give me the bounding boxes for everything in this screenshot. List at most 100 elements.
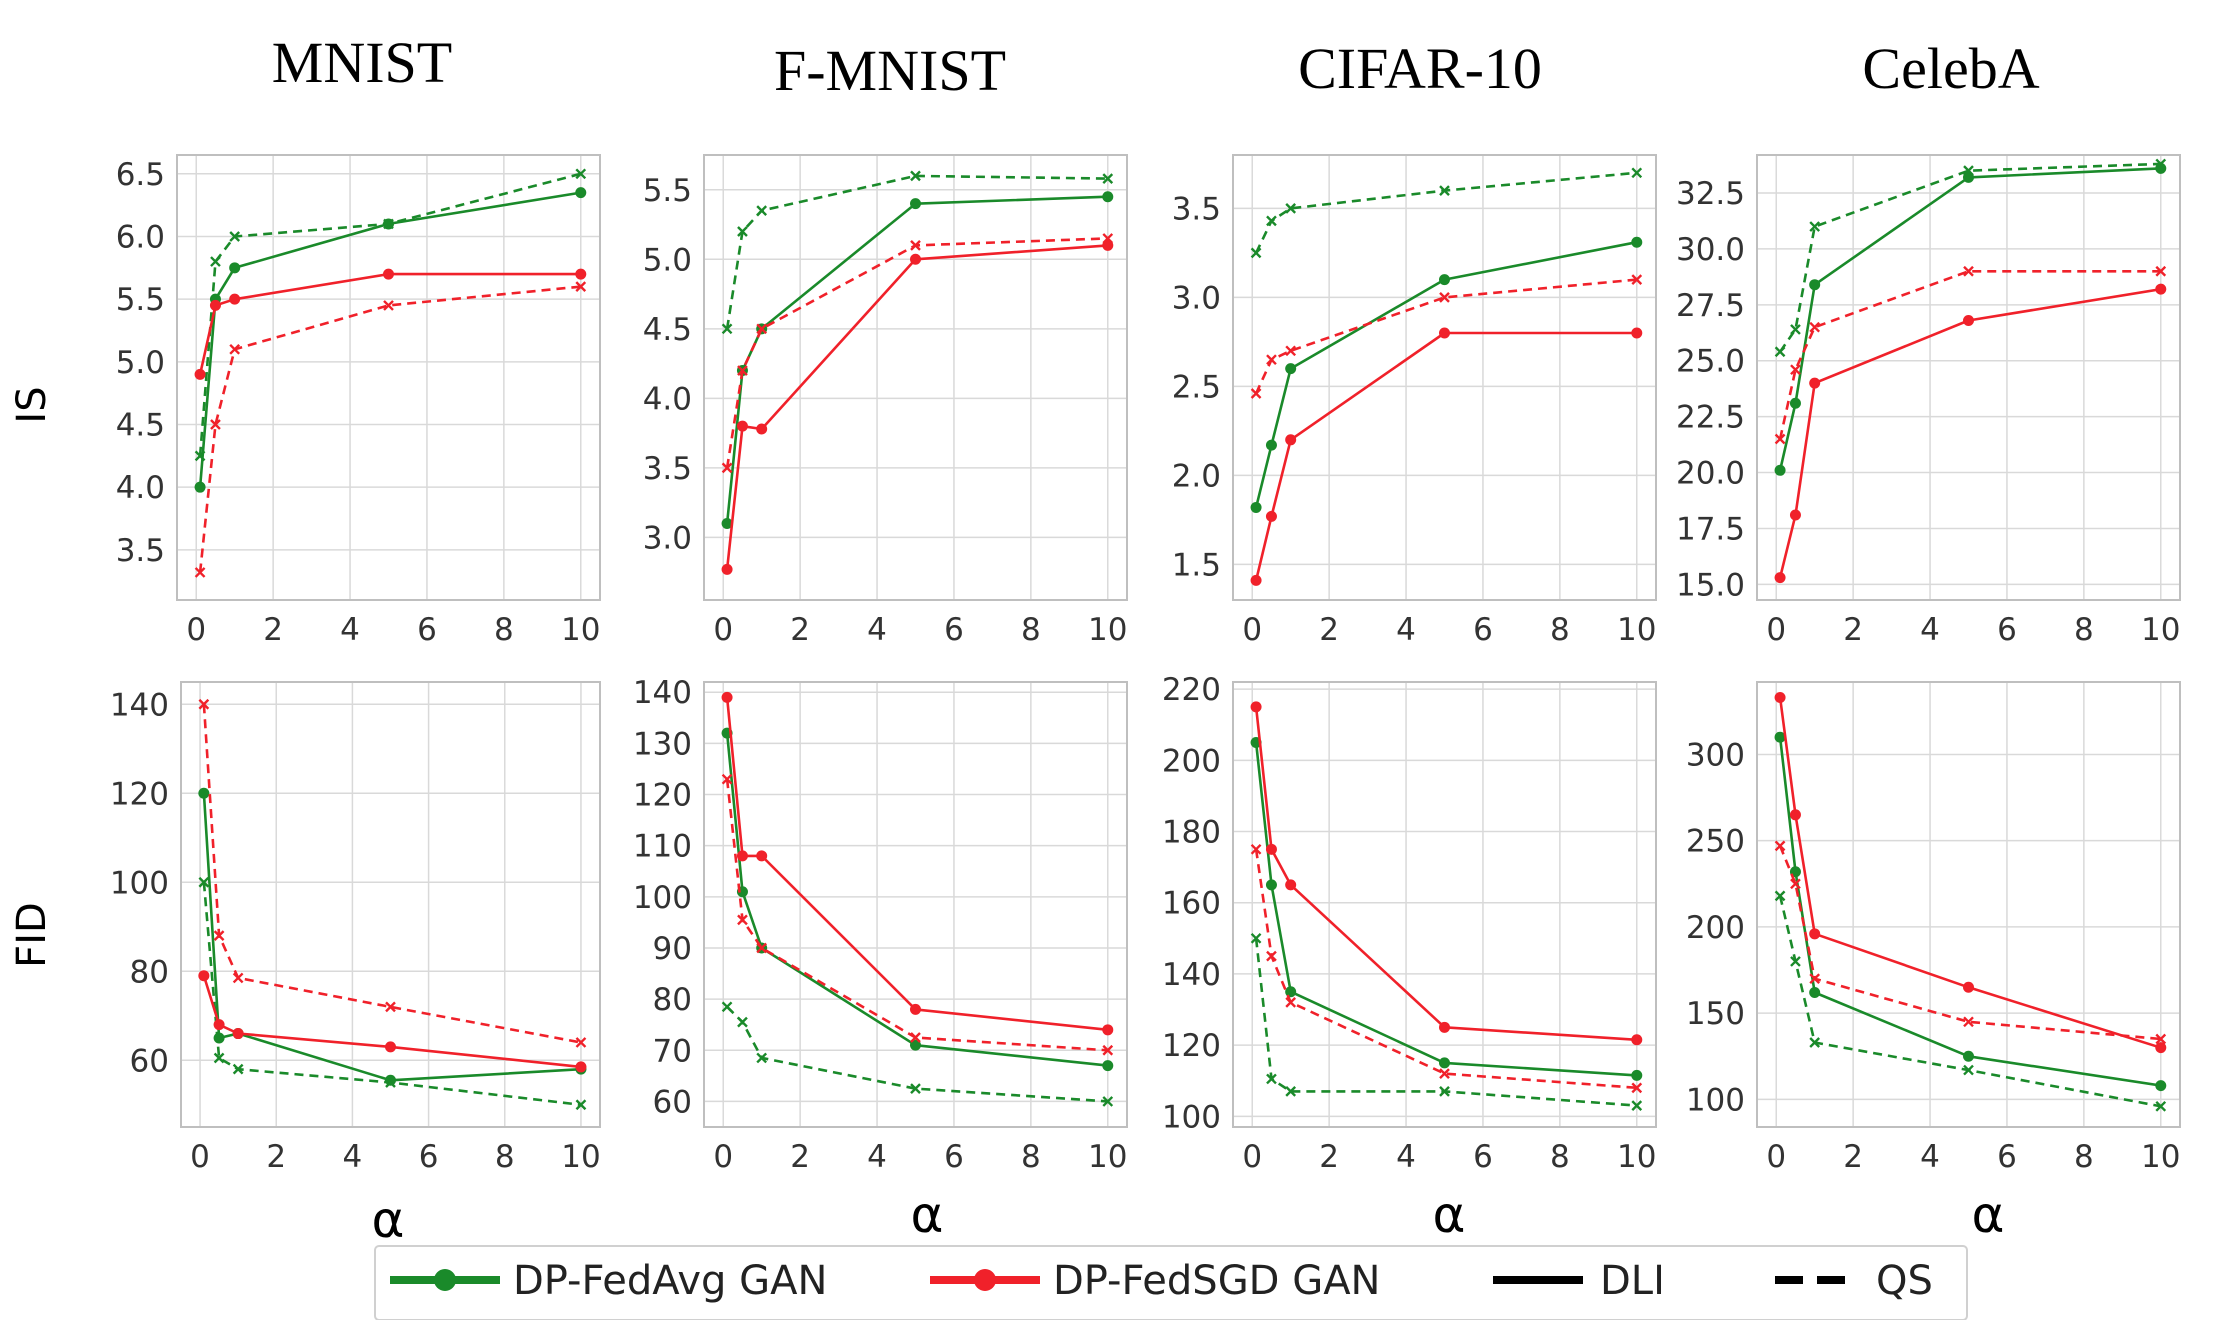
data-point-x-marker <box>1250 247 1262 259</box>
data-point-x-marker <box>213 930 225 941</box>
y-tick-label: 220 <box>1162 672 1221 708</box>
data-point-x-marker <box>721 1001 733 1013</box>
y-tick-label: 17.5 <box>1676 511 1745 547</box>
column-title: F-MNIST <box>774 38 1006 103</box>
plot-frame <box>1232 154 1657 601</box>
data-point-x-marker <box>194 567 206 578</box>
legend: DP-FedAvg GAN DP-FedSGD GAN DLI QS <box>374 1245 1968 1320</box>
panel-celeba-is: 0 2 4 6 8 10 15.0 17.5 20.0 22.5 25.0 27.5 30.0 32.5 <box>1676 154 2181 648</box>
panel-mnist-is: 0 2 4 6 8 10 3.5 4.0 4.5 5.0 5.5 6.0 6.5 <box>116 154 601 648</box>
legend-item-qs: QS <box>1775 1258 1933 1304</box>
y-tick-label: 27.5 <box>1676 288 1745 324</box>
y-tick-label: 4.0 <box>116 470 165 506</box>
x-tick-label: 4 <box>1396 612 1416 648</box>
x-tick-label: 0 <box>1766 1139 1786 1175</box>
series-dp-fedsgd-gan-qs <box>1774 265 2167 445</box>
data-point-dot <box>1963 314 1974 326</box>
y-tick-label: 110 <box>633 829 692 865</box>
plot-frame <box>180 681 601 1128</box>
plot-frame <box>1232 681 1657 1128</box>
series-dp-fedsgd-gan-qs <box>1250 274 1643 399</box>
x-tick-label: 6 <box>1473 612 1493 648</box>
data-point-dot <box>198 787 210 799</box>
data-point-x-marker <box>1102 1096 1114 1107</box>
panel-row2-col1-fid: 0 2 4 6 8 10 60 80 100 120 140 <box>110 681 601 1175</box>
data-point-x-marker <box>1631 1082 1643 1094</box>
x-tick-label: 6 <box>944 612 964 648</box>
data-point-x-marker <box>383 218 394 230</box>
legend-box <box>374 1245 1968 1320</box>
data-point-dot <box>1631 236 1643 248</box>
x-tick-label: 8 <box>1021 612 1041 648</box>
y-tick-label: 6.5 <box>116 157 165 193</box>
data-point-x-marker <box>575 168 587 180</box>
x-tick-label: 8 <box>1550 1139 1570 1175</box>
series-dp-fedsgd-gan-dli <box>194 268 587 380</box>
x-tick-label: 0 <box>1766 612 1786 648</box>
data-point-x-marker <box>910 240 921 251</box>
row-label: IS <box>9 386 55 423</box>
series-dp-fedsgd-gan-dli <box>1250 327 1643 586</box>
data-point-dot <box>1963 1050 1974 1062</box>
y-tick-label: 90 <box>653 931 692 967</box>
data-point-x-marker <box>229 343 241 355</box>
data-point-x-marker <box>198 876 210 888</box>
data-point-dot <box>1265 879 1277 891</box>
x-tick-label: 10 <box>1088 612 1127 648</box>
y-tick-label: 300 <box>1686 737 1745 773</box>
x-tick-label: 4 <box>1396 1139 1416 1175</box>
y-tick-label: 150 <box>1686 996 1745 1032</box>
panel-f-mnist-is: 0 2 4 6 8 10 3.0 3.5 4.0 4.5 5.0 5.5 <box>643 154 1128 648</box>
series-dp-fedsgd-gan-qs <box>1774 840 2167 1045</box>
data-point-dot <box>575 1061 587 1073</box>
chart-panels: 0 2 4 6 8 10 3.5 4.0 4.5 5.0 5.5 6.0 6.5 MNIST IS 0 2 4 6 8… <box>9 30 2181 1249</box>
plot-frame <box>176 154 601 601</box>
x-tick-label: 4 <box>1920 612 1940 648</box>
y-tick-label: 160 <box>1162 886 1221 922</box>
series-dp-fedsgd-gan-dli <box>1250 701 1643 1046</box>
data-point-x-marker <box>1250 843 1262 855</box>
panel-row2-col3-fid: 0 2 4 6 8 10 100 120 140 160 180 200 220 <box>1162 672 1657 1175</box>
data-point-x-marker <box>385 1077 396 1088</box>
data-point-dot <box>1631 1034 1643 1046</box>
data-point-x-marker <box>910 170 921 182</box>
data-point-x-marker <box>2155 1033 2167 1045</box>
plot-frame <box>1756 681 2181 1128</box>
x-tick-label: 2 <box>1843 612 1863 648</box>
data-point-dot <box>1809 928 1821 940</box>
data-point-dot <box>910 1039 921 1051</box>
data-point-dot <box>385 1041 396 1053</box>
legend-label: DLI <box>1600 1258 1665 1304</box>
plot-area <box>704 155 1127 600</box>
y-tick-label: 1.5 <box>1172 547 1221 583</box>
data-point-x-marker <box>1439 292 1450 303</box>
series-dp-fedsgd-gan-dli <box>1774 692 2167 1054</box>
y-tick-label: 6.0 <box>116 219 165 255</box>
column-title: CIFAR-10 <box>1298 36 1542 101</box>
data-point-x-marker <box>2155 1100 2167 1112</box>
legend-label: QS <box>1876 1258 1933 1304</box>
data-point-dot <box>1102 1060 1114 1072</box>
x-tick-label: 2 <box>1843 1139 1863 1175</box>
x-tick-label: 2 <box>790 612 810 648</box>
legend-label: DP-FedAvg GAN <box>513 1258 827 1304</box>
y-tick-label: 4.5 <box>643 312 692 348</box>
data-point-x-marker <box>1774 346 1786 358</box>
x-tick-label: 6 <box>419 1139 439 1175</box>
column-title: CelebA <box>1862 36 2039 101</box>
x-tick-label: 10 <box>1617 1139 1656 1175</box>
x-tick-label: 0 <box>186 612 206 648</box>
plot-frame <box>1756 154 2181 601</box>
y-tick-label: 3.5 <box>643 451 692 487</box>
series-dp-fedavg-gan-qs <box>194 168 587 462</box>
y-tick-label: 5.5 <box>116 282 165 318</box>
x-tick-label: 4 <box>1920 1139 1940 1175</box>
data-point-x-marker <box>1631 274 1643 285</box>
data-point-x-marker <box>575 281 587 292</box>
data-point-x-marker <box>1439 185 1450 196</box>
x-tick-label: 0 <box>190 1139 210 1175</box>
data-point-x-marker <box>756 942 768 954</box>
data-point-dot <box>1285 363 1297 375</box>
y-tick-label: 140 <box>1162 957 1221 993</box>
row-label: FID <box>9 902 55 968</box>
